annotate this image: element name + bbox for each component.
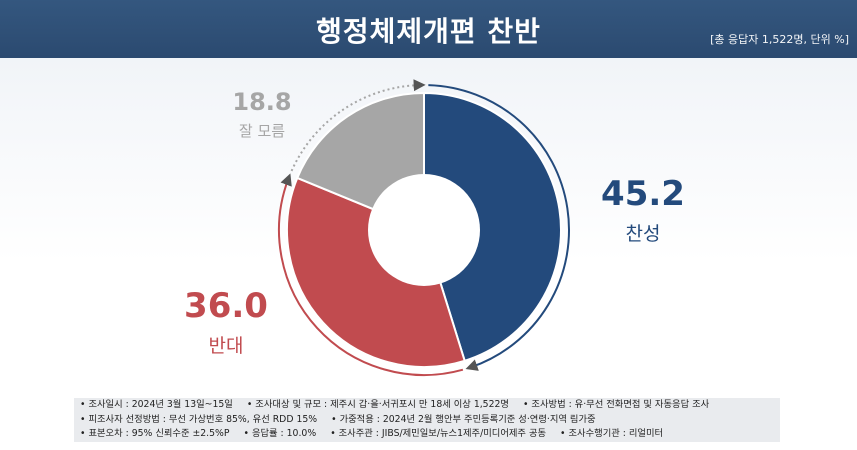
header-bar: 행정체제개편 찬반 [총 응답자 1,522명, 단위 %] — [0, 0, 857, 58]
footnote-row-2: • 피조사자 선정방법 : 무선 가상번호 85%, 유선 RDD 15% • 가… — [80, 413, 774, 428]
arc-dont-know — [290, 79, 426, 172]
footnote-item: • 응답률 : 10.0% — [243, 428, 317, 439]
category-label: 찬성 — [626, 223, 661, 245]
page-title: 행정체제개편 찬반 — [316, 15, 541, 48]
footnote-item: • 가중적용 : 2024년 2월 행안부 주민등록기준 성·연령·지역 림가중 — [331, 413, 596, 425]
footnote-row-1: • 조사일시 : 2024년 3월 13일~15일 • 조사대상 및 규모 : 제… — [80, 398, 774, 413]
value-label: 36.0 — [184, 286, 268, 326]
donut-hole — [368, 174, 480, 286]
footnote-item: • 조사주관 : JIBS/제민일보/뉴스1제주/미디어제주 공동 — [330, 428, 547, 439]
arc-disagree — [278, 173, 464, 376]
survey-footnote: • 조사일시 : 2024년 3월 13일~15일 • 조사대상 및 규모 : 제… — [74, 398, 780, 442]
slice-agree — [423, 91, 562, 363]
category-label: 잘 모름 — [239, 122, 285, 140]
donut-chart: 45.2 찬성 36.0 반대 18.8 잘 모름 — [184, 79, 685, 376]
category-label: 반대 — [209, 335, 244, 357]
footnote-item: • 조사일시 : 2024년 3월 13일~15일 — [80, 399, 233, 410]
slice-disagree — [286, 176, 466, 368]
footnote-row-3: • 표본오차 : 95% 신뢰수준 ±2.5%P • 응답률 : 10.0% • 조… — [80, 427, 774, 442]
footnote-item: • 조사방법 : 유·무선 전화면접 및 자동응답 조사 — [522, 399, 710, 410]
arc-agree — [428, 84, 570, 371]
value-label: 45.2 — [601, 174, 685, 214]
respondent-note: [총 응답자 1,522명, 단위 %] — [710, 33, 849, 46]
footnote-item: • 조사수행기관 : 리얼미터 — [560, 428, 664, 439]
footnote-item: • 피조사자 선정방법 : 무선 가상번호 85%, 유선 RDD 15% — [80, 413, 318, 425]
value-label: 18.8 — [232, 88, 291, 116]
footnote-item: • 표본오차 : 95% 신뢰수준 ±2.5%P — [80, 428, 230, 439]
footnote-item: • 조사대상 및 규모 : 제주시 갑·을·서귀포시 만 18세 이상 1,52… — [246, 399, 509, 410]
